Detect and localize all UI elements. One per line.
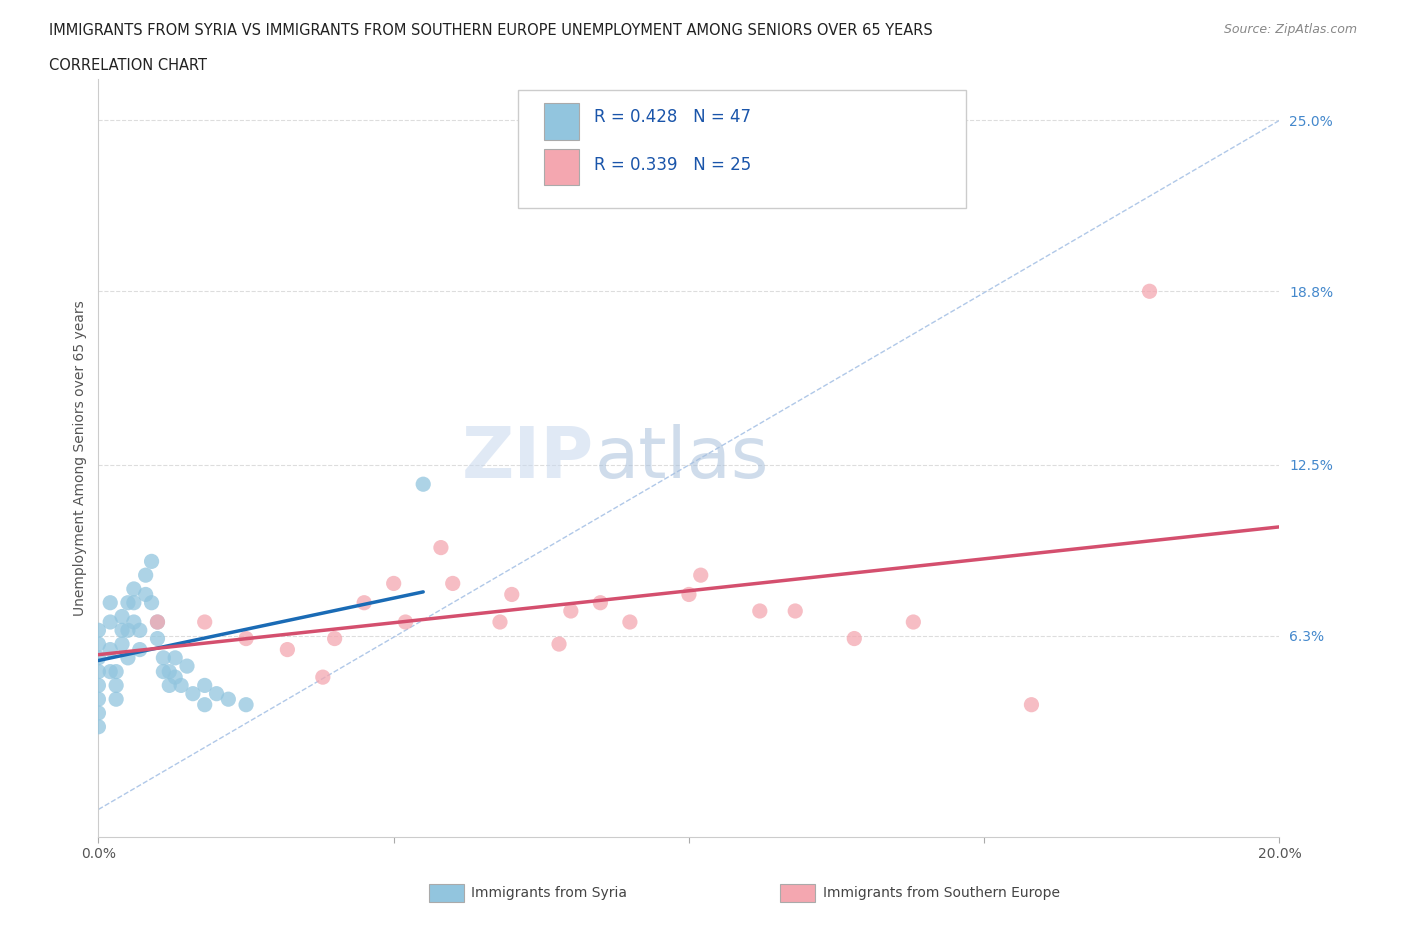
Text: Immigrants from Southern Europe: Immigrants from Southern Europe [823, 885, 1060, 900]
Point [87, 637, 110, 652]
Text: ZIP: ZIP [463, 423, 595, 493]
Point [146, 615, 169, 630]
Point [194, 698, 217, 712]
Point [111, 609, 134, 624]
Point [111, 623, 134, 638]
Text: IMMIGRANTS FROM SYRIA VS IMMIGRANTS FROM SOUTHERN EUROPE UNEMPLOYMENT AMONG SENI: IMMIGRANTS FROM SYRIA VS IMMIGRANTS FROM… [49, 23, 934, 38]
Text: Immigrants from Syria: Immigrants from Syria [471, 885, 627, 900]
Point [128, 642, 150, 657]
Point [128, 623, 150, 638]
Point [678, 587, 700, 602]
Point [205, 686, 228, 701]
Point [548, 637, 571, 652]
Point [323, 631, 346, 646]
Point [152, 650, 174, 665]
Point [105, 678, 128, 693]
Point [217, 692, 239, 707]
Point [394, 615, 416, 630]
Point [87, 650, 110, 665]
Point [105, 664, 128, 679]
Point [353, 595, 375, 610]
Point [98, 595, 121, 610]
Point [117, 595, 139, 610]
Point [194, 615, 217, 630]
Point [111, 637, 134, 652]
Point [141, 554, 163, 569]
Point [181, 686, 204, 701]
Point [117, 623, 139, 638]
Point [146, 631, 169, 646]
Point [135, 587, 157, 602]
Text: Source: ZipAtlas.com: Source: ZipAtlas.com [1223, 23, 1357, 36]
Point [412, 477, 434, 492]
Point [152, 664, 174, 679]
Point [785, 604, 807, 618]
Text: R = 0.339   N = 25: R = 0.339 N = 25 [595, 155, 752, 174]
Point [235, 631, 257, 646]
Point [176, 658, 198, 673]
Point [117, 650, 139, 665]
Point [87, 664, 110, 679]
Point [903, 615, 925, 630]
Point [87, 623, 110, 638]
Point [489, 615, 512, 630]
Point [87, 692, 110, 707]
Point [619, 615, 641, 630]
Point [146, 615, 169, 630]
Point [748, 604, 770, 618]
FancyBboxPatch shape [517, 90, 966, 208]
Text: R = 0.428   N = 47: R = 0.428 N = 47 [595, 108, 751, 126]
Text: CORRELATION CHART: CORRELATION CHART [49, 58, 207, 73]
Point [312, 670, 335, 684]
Y-axis label: Unemployment Among Seniors over 65 years: Unemployment Among Seniors over 65 years [73, 300, 87, 616]
Point [589, 595, 612, 610]
Point [135, 567, 157, 582]
Point [441, 576, 464, 591]
Point [1139, 284, 1161, 299]
Point [165, 670, 187, 684]
Point [276, 642, 298, 657]
Point [157, 678, 180, 693]
Point [689, 567, 711, 582]
Point [141, 595, 163, 610]
Point [560, 604, 582, 618]
Point [382, 576, 405, 591]
Point [844, 631, 866, 646]
Point [122, 595, 145, 610]
Bar [544, 103, 579, 140]
Point [87, 719, 110, 734]
Point [98, 642, 121, 657]
Bar [544, 149, 579, 185]
Point [165, 650, 187, 665]
Point [98, 664, 121, 679]
Point [87, 678, 110, 693]
Point [194, 678, 217, 693]
Point [122, 615, 145, 630]
Text: atlas: atlas [595, 423, 769, 493]
Point [430, 540, 453, 555]
Point [235, 698, 257, 712]
Point [170, 678, 193, 693]
Point [1021, 698, 1043, 712]
Point [122, 581, 145, 596]
Point [98, 615, 121, 630]
Point [87, 706, 110, 721]
Point [105, 692, 128, 707]
Point [157, 664, 180, 679]
Point [501, 587, 523, 602]
